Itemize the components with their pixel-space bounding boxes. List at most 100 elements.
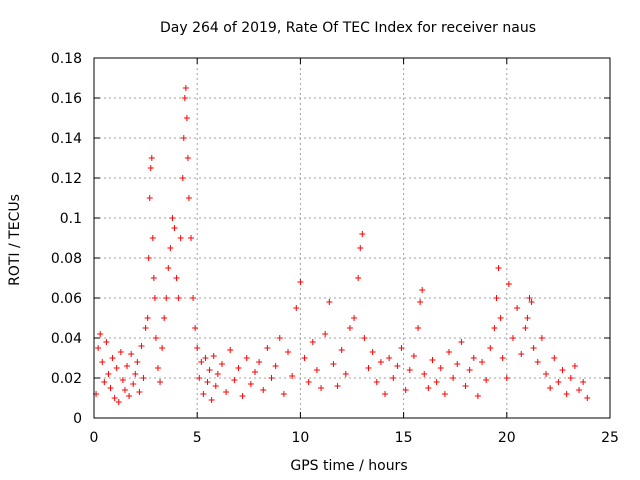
- data-point: [547, 385, 554, 391]
- data-point: [394, 363, 401, 369]
- data-point: [417, 299, 424, 305]
- data-point: [194, 345, 201, 351]
- data-point: [231, 377, 238, 383]
- data-point: [272, 363, 279, 369]
- data-point: [322, 331, 329, 337]
- data-point: [159, 345, 166, 351]
- data-point: [406, 367, 413, 373]
- data-point: [154, 365, 161, 371]
- data-point: [140, 375, 147, 381]
- data-point: [180, 135, 187, 141]
- data-point: [526, 295, 533, 301]
- data-point: [115, 399, 122, 405]
- data-point: [297, 279, 304, 285]
- data-point: [415, 325, 422, 331]
- data-point: [369, 349, 376, 355]
- data-point: [128, 351, 135, 357]
- data-point: [138, 343, 145, 349]
- data-point: [458, 339, 465, 345]
- data-point: [305, 379, 312, 385]
- data-point: [495, 265, 502, 271]
- data-point: [285, 349, 292, 355]
- data-point: [184, 155, 191, 161]
- data-point: [474, 393, 481, 399]
- data-point: [119, 377, 126, 383]
- data-point: [425, 385, 432, 391]
- data-point: [584, 395, 591, 401]
- data-point: [130, 381, 137, 387]
- data-point: [212, 383, 219, 389]
- data-point: [190, 295, 197, 301]
- data-point: [196, 375, 203, 381]
- data-point: [181, 95, 188, 101]
- data-point: [543, 371, 550, 377]
- data-point: [309, 339, 316, 345]
- data-point: [351, 315, 358, 321]
- data-point: [402, 387, 409, 393]
- chart-title: Day 264 of 2019, Rate Of TEC Index for r…: [160, 20, 536, 36]
- y-tick-label: 0.08: [51, 251, 82, 267]
- data-point: [256, 359, 263, 365]
- data-point: [334, 383, 341, 389]
- data-points: [93, 85, 591, 405]
- data-point: [136, 389, 143, 395]
- data-point: [487, 345, 494, 351]
- data-point: [121, 387, 128, 393]
- data-point: [109, 355, 116, 361]
- data-point: [373, 379, 380, 385]
- x-tick-label: 20: [498, 430, 516, 446]
- data-point: [563, 391, 570, 397]
- data-point: [419, 287, 426, 293]
- data-point: [161, 315, 168, 321]
- x-tick-label: 5: [193, 430, 202, 446]
- y-tick-label: 0.02: [51, 371, 82, 387]
- data-point: [210, 353, 217, 359]
- data-point: [227, 347, 234, 353]
- data-point: [169, 215, 176, 221]
- data-point: [470, 355, 477, 361]
- x-axis-title: GPS time / hours: [290, 458, 407, 474]
- data-point: [182, 85, 189, 91]
- data-point: [514, 305, 521, 311]
- data-point: [433, 379, 440, 385]
- data-point: [326, 299, 333, 305]
- y-tick-label: 0: [73, 411, 82, 427]
- data-point: [382, 391, 389, 397]
- y-tick-label: 0.14: [51, 131, 82, 147]
- axis-ticks: [93, 57, 611, 419]
- data-point: [117, 349, 124, 355]
- data-point: [185, 195, 192, 201]
- data-point: [260, 387, 267, 393]
- data-point: [429, 357, 436, 363]
- data-point: [421, 371, 428, 377]
- data-point: [268, 375, 275, 381]
- data-point: [243, 355, 250, 361]
- data-point: [101, 379, 108, 385]
- data-point: [132, 371, 139, 377]
- data-point: [192, 325, 199, 331]
- data-point: [99, 359, 106, 365]
- data-point: [151, 295, 158, 301]
- data-point: [466, 367, 473, 373]
- x-tick-labels: 0 5 10 15 20 25: [90, 430, 619, 446]
- data-point: [124, 363, 131, 369]
- x-tick-label: 10: [291, 430, 309, 446]
- y-tick-label: 0.04: [51, 331, 82, 347]
- data-point: [202, 355, 209, 361]
- data-point: [491, 325, 498, 331]
- data-point: [188, 235, 195, 241]
- data-point: [410, 353, 417, 359]
- y-tick-label: 0.12: [51, 171, 82, 187]
- data-point: [147, 165, 154, 171]
- data-point: [528, 299, 535, 305]
- data-point: [179, 175, 186, 181]
- data-point: [483, 377, 490, 383]
- data-point: [157, 379, 164, 385]
- data-point: [454, 361, 461, 367]
- data-point: [150, 275, 157, 281]
- data-point: [518, 351, 525, 357]
- data-point: [148, 155, 155, 161]
- data-point: [318, 385, 325, 391]
